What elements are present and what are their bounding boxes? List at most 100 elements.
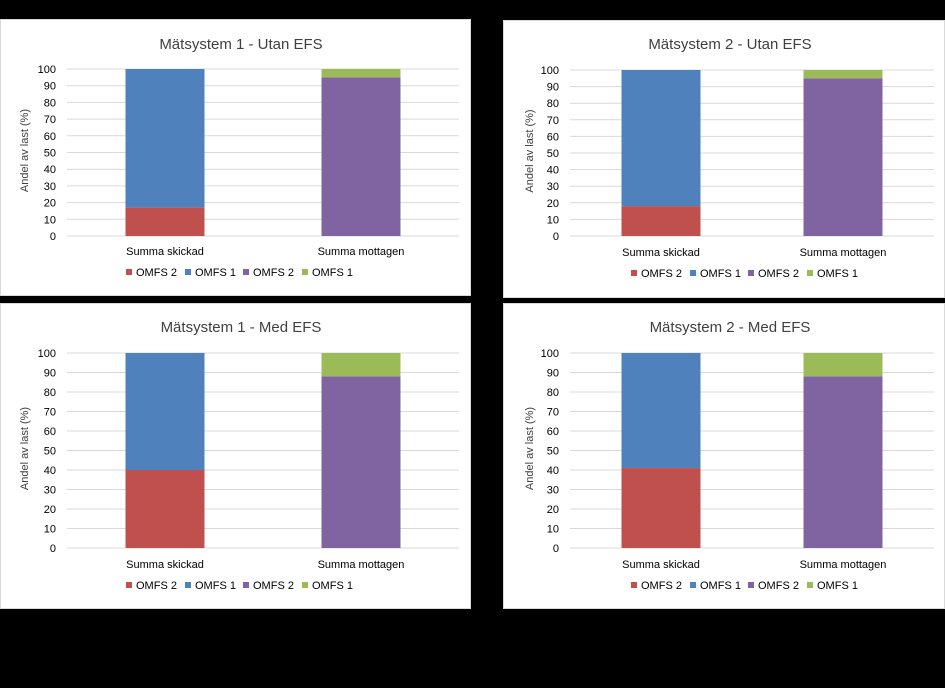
bar-segment	[125, 470, 205, 548]
bar-segment	[321, 77, 401, 236]
chart-svg: Mätsystem 1 - Utan EFS 0 10 20 30 40 50 60 70 80 9…	[19, 36, 459, 279]
category-label: Summa mottagen	[318, 246, 405, 258]
legend-label: OMFS 2	[758, 268, 799, 280]
category-label: Summa skickad	[622, 247, 700, 259]
y-tick-label: 40	[547, 165, 559, 177]
legend-label: OMFS 1	[817, 268, 858, 280]
y-tick-label: 10	[44, 524, 56, 536]
y-tick-label: 60	[44, 131, 56, 143]
legend-label: OMFS 1	[700, 268, 741, 280]
bar-segment	[321, 69, 401, 78]
category-label: Summa mottagen	[318, 559, 405, 571]
bar-segment	[125, 353, 205, 470]
legend-swatch	[807, 582, 813, 588]
y-tick-label: 20	[547, 198, 559, 210]
bar-segment	[803, 376, 883, 548]
legend-swatch	[126, 269, 132, 275]
legend-label: OMFS 2	[136, 267, 177, 279]
chart-panel-1: Mätsystem 1 - Utan EFS 0 10 20 30 40 50 60 70 80 9…	[0, 19, 471, 296]
legend-label: OMFS 1	[312, 580, 353, 592]
chart-svg: Mätsystem 1 - Med EFS 0 10 20 30 40 50 60 70 80 90…	[19, 319, 459, 592]
bar-segment	[321, 376, 401, 548]
bar-segment	[621, 206, 701, 236]
bar-segment	[125, 69, 205, 208]
y-tick-label: 100	[541, 65, 559, 77]
bar-segment	[321, 353, 401, 377]
legend-swatch	[185, 269, 191, 275]
legend-swatch	[807, 270, 813, 276]
legend-label: OMFS 2	[641, 268, 682, 280]
bar-segment	[803, 78, 883, 236]
chart-title: Mätsystem 1 - Utan EFS	[159, 36, 322, 53]
y-tick-label: 10	[547, 214, 559, 226]
legend-swatch	[748, 270, 754, 276]
y-tick-label: 70	[44, 114, 56, 126]
bar-segment	[621, 70, 701, 207]
legend-swatch	[690, 270, 696, 276]
legend-swatch	[748, 582, 754, 588]
legend-swatch	[302, 582, 308, 588]
y-tick-label: 90	[547, 82, 559, 94]
legend-label: OMFS 1	[700, 580, 741, 592]
legend-swatch	[302, 269, 308, 275]
legend-swatch	[631, 582, 637, 588]
y-tick-label: 100	[38, 348, 56, 360]
bar-segment	[803, 70, 883, 79]
bar-segment	[621, 468, 701, 548]
chart-panel-2: Mätsystem 2 - Utan EFS 0 10 20 30 40 50 60 70 80 9…	[503, 20, 945, 298]
legend-label: OMFS 1	[195, 267, 236, 279]
legend-swatch	[126, 582, 132, 588]
y-tick-label: 20	[547, 504, 559, 516]
y-tick-label: 30	[44, 485, 56, 497]
y-tick-label: 70	[547, 407, 559, 419]
y-axis-label: Andel av last (%)	[524, 109, 536, 192]
legend-swatch	[185, 582, 191, 588]
y-tick-label: 100	[38, 64, 56, 76]
y-tick-label: 90	[44, 81, 56, 93]
legend-label: OMFS 2	[253, 580, 294, 592]
y-tick-label: 40	[547, 465, 559, 477]
category-label: Summa skickad	[126, 246, 204, 258]
y-tick-label: 10	[44, 214, 56, 226]
y-tick-label: 90	[44, 368, 56, 380]
legend-swatch	[690, 582, 696, 588]
legend-swatch	[631, 270, 637, 276]
y-tick-label: 0	[553, 231, 559, 243]
y-tick-label: 70	[44, 407, 56, 419]
y-tick-label: 70	[547, 115, 559, 127]
category-label: Summa mottagen	[800, 559, 887, 571]
legend-label: OMFS 2	[253, 267, 294, 279]
y-tick-label: 0	[553, 543, 559, 555]
legend-swatch	[243, 269, 249, 275]
y-tick-label: 80	[44, 97, 56, 109]
category-label: Summa skickad	[622, 559, 700, 571]
chart-title: Mätsystem 2 - Utan EFS	[648, 36, 811, 53]
y-tick-label: 80	[547, 98, 559, 110]
y-tick-label: 50	[547, 446, 559, 458]
y-axis-label: Andel av last (%)	[19, 407, 31, 490]
legend-label: OMFS 1	[817, 580, 858, 592]
y-tick-label: 0	[50, 231, 56, 243]
chart-title: Mätsystem 2 - Med EFS	[650, 319, 811, 336]
y-tick-label: 90	[547, 368, 559, 380]
chart-panel-3: Mätsystem 1 - Med EFS 0 10 20 30 40 50 60 70 80 90…	[0, 303, 471, 609]
category-label: Summa mottagen	[800, 247, 887, 259]
legend-swatch	[243, 582, 249, 588]
y-tick-label: 40	[44, 164, 56, 176]
y-tick-label: 60	[547, 131, 559, 143]
y-axis-label: Andel av last (%)	[524, 407, 536, 490]
category-label: Summa skickad	[126, 559, 204, 571]
y-tick-label: 80	[547, 387, 559, 399]
y-tick-label: 60	[547, 426, 559, 438]
y-tick-label: 60	[44, 426, 56, 438]
y-tick-label: 20	[44, 504, 56, 516]
y-tick-label: 80	[44, 387, 56, 399]
y-tick-label: 30	[547, 181, 559, 193]
bar-segment	[125, 207, 205, 236]
y-tick-label: 20	[44, 198, 56, 210]
chart-svg: Mätsystem 2 - Utan EFS 0 10 20 30 40 50 60 70 80 9…	[524, 36, 934, 280]
y-tick-label: 50	[44, 148, 56, 160]
y-tick-label: 10	[547, 524, 559, 536]
y-tick-label: 50	[44, 446, 56, 458]
y-tick-label: 30	[44, 181, 56, 193]
